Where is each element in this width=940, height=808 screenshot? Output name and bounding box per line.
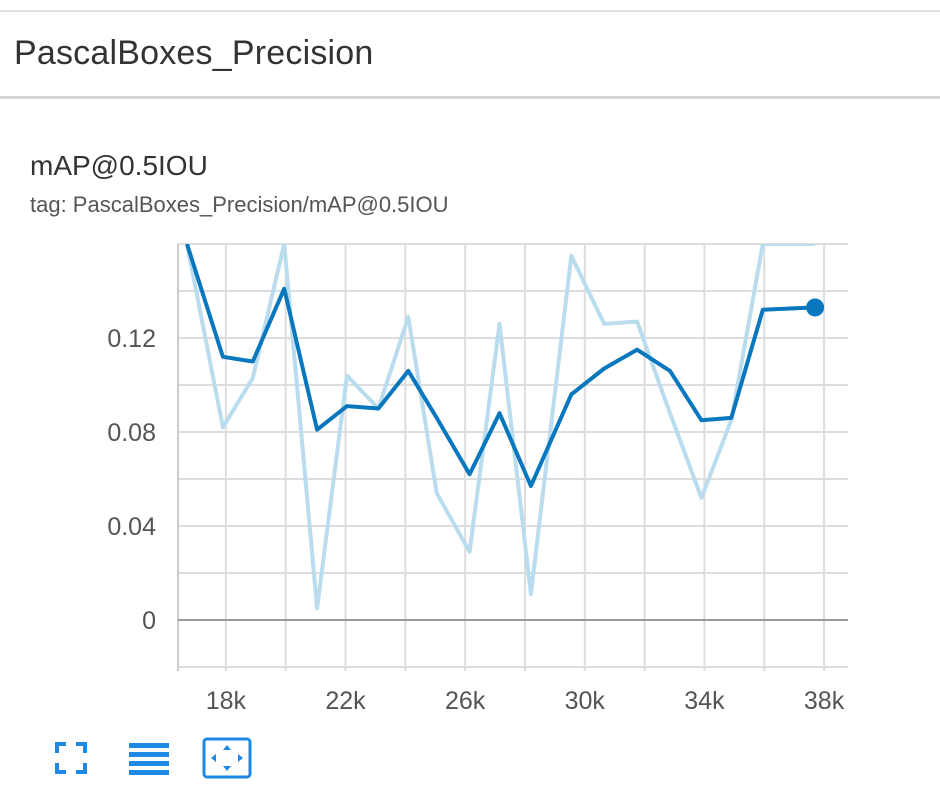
grid — [178, 243, 848, 671]
y-tick-label: 0.08 — [107, 419, 156, 447]
line-chart[interactable]: 0 0.04 0.08 0.12 18k 22k 26k 30k 34k 38k — [0, 230, 900, 730]
x-tick-label: 22k — [325, 687, 366, 715]
y-tick-label: 0 — [142, 607, 156, 635]
last-point-marker — [806, 298, 825, 317]
fullscreen-button[interactable] — [46, 736, 96, 780]
chart-toolbar — [46, 736, 252, 780]
fit-domain-button[interactable] — [202, 736, 252, 780]
section-divider — [0, 96, 940, 99]
data-table-icon — [129, 743, 169, 775]
raw-series-line — [185, 244, 816, 611]
series-group — [185, 244, 816, 611]
top-divider — [0, 10, 940, 12]
fullscreen-icon — [55, 742, 87, 774]
x-tick-label: 30k — [565, 687, 606, 715]
y-tick-label: 0.04 — [107, 513, 156, 541]
x-tick-label: 34k — [684, 687, 725, 715]
fit-domain-icon — [202, 737, 252, 779]
x-tick-label: 26k — [445, 687, 486, 715]
chart-title: mAP@0.5IOU — [30, 150, 208, 181]
x-tick-label: 38k — [804, 687, 845, 715]
data-table-button[interactable] — [124, 736, 174, 780]
x-tick-label: 18k — [206, 687, 247, 715]
chart-tag: tag: PascalBoxes_Precision/mAP@0.5IOU — [30, 192, 449, 217]
section-title[interactable]: PascalBoxes_Precision — [14, 34, 374, 72]
y-tick-label: 0.12 — [107, 325, 156, 353]
smoothed-series-line — [185, 244, 816, 488]
